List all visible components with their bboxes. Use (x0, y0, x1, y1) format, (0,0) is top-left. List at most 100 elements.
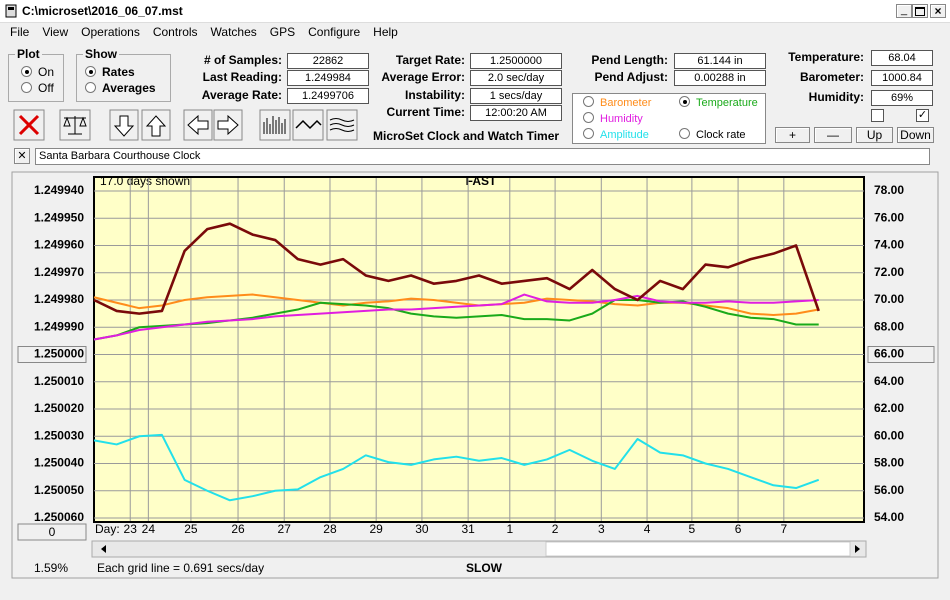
x-tick-label: 5 (689, 522, 696, 536)
percent-label: 1.59% (34, 561, 68, 575)
up-scale-button[interactable]: Up (856, 127, 893, 143)
maximize-button[interactable] (912, 4, 928, 18)
legend-item[interactable]: Barometer (583, 96, 651, 109)
radio-label: On (38, 65, 55, 79)
legend-label: Clock rate (696, 129, 746, 141)
scroll-left[interactable] (101, 545, 106, 553)
legend-label: Amplitude (600, 129, 649, 141)
legend-item[interactable]: Humidity (583, 112, 643, 125)
close-button[interactable]: × (930, 4, 946, 18)
checkbox-checked[interactable]: ✓ (916, 109, 929, 122)
x-tick-label: 1 (506, 522, 513, 536)
histogram-button[interactable] (259, 109, 291, 141)
days-shown: 17.0 days shown (100, 174, 190, 188)
plus-button[interactable]: + (775, 127, 810, 143)
x-tick-label: 28 (323, 522, 337, 536)
down-scale-button[interactable]: Down (897, 127, 934, 143)
plot-on[interactable]: On (21, 65, 54, 79)
app-label: MicroSet Clock and Watch Timer (373, 129, 560, 143)
zero-button[interactable] (17, 523, 87, 541)
plot-off[interactable]: Off (21, 81, 54, 95)
legend-radio (583, 128, 594, 139)
field-label: Current Time: (386, 105, 465, 119)
clear-name-button[interactable]: ✕ (14, 148, 30, 164)
field-value: 1.249984 (287, 70, 369, 86)
y-tick-label: 1.249940 (34, 183, 84, 197)
menu-item[interactable]: Operations (81, 25, 140, 39)
field-value: 22862 (287, 53, 369, 69)
field-label: Instability: (404, 88, 465, 102)
toolbar (13, 109, 358, 141)
y-tick-label: 1.250050 (34, 483, 84, 497)
y-tick-label: 1.250030 (34, 428, 84, 442)
x-tick-label: 4 (644, 522, 651, 536)
plot-group-title: Plot (15, 47, 42, 61)
center-rate-button[interactable] (17, 346, 87, 363)
zero-button-label: 0 (49, 525, 56, 539)
y-tick-label: 1.250060 (34, 510, 84, 524)
right-button[interactable] (213, 109, 243, 141)
menu-item[interactable]: GPS (269, 25, 296, 39)
x-tick-label: 26 (231, 522, 245, 536)
plot-group: Plot On Off (8, 47, 64, 102)
x-tick-label: 23 (124, 522, 138, 536)
menu-item[interactable]: View (42, 25, 69, 39)
x-tick-label: 24 (142, 522, 156, 536)
legend-item[interactable]: Amplitude (583, 128, 649, 141)
clock-name-input[interactable]: Santa Barbara Courthouse Clock (35, 148, 930, 165)
wave-button[interactable] (292, 109, 324, 141)
field-label: Last Reading: (202, 70, 282, 84)
menu-item[interactable]: Controls (152, 25, 198, 39)
center-value-button[interactable] (867, 346, 935, 363)
x-axis-label: Day: (95, 522, 120, 536)
y-tick-label: 1.250040 (34, 456, 84, 470)
balance-button[interactable] (59, 109, 91, 141)
minus-button[interactable]: — (814, 127, 852, 143)
field-value: 12:00:20 AM (470, 105, 562, 121)
legend-radio (583, 112, 594, 123)
series-line (93, 293, 819, 341)
y2-tick-label: 76.00 (874, 210, 904, 224)
y2-tick-label: 78.00 (874, 183, 904, 197)
y-tick-label: 1.250010 (34, 374, 84, 388)
clear-button[interactable] (13, 109, 45, 141)
y-tick-label: 1.249990 (34, 319, 84, 333)
down-button[interactable] (109, 109, 139, 141)
scrollbar-thumb[interactable] (545, 541, 851, 557)
field-value: 0.00288 in (674, 70, 766, 86)
legend-label: Humidity (600, 113, 643, 125)
checkbox[interactable] (871, 109, 884, 122)
x-tick-label: 2 (552, 522, 559, 536)
menu-item[interactable]: Configure (308, 25, 361, 39)
series-line (93, 433, 820, 502)
radio-label: Averages (102, 81, 156, 95)
field-label: Pend Adjust: (594, 70, 668, 84)
y2-tick-label: 72.00 (874, 265, 904, 279)
legend-item[interactable]: Temperature (679, 96, 758, 109)
y-tick-label: 1.250020 (34, 401, 84, 415)
field-value: 1.2500000 (470, 53, 562, 69)
window-title: C:\microset\2016_06_07.mst (22, 4, 183, 18)
legend-radio (679, 96, 690, 107)
y-tick-label: 1.249970 (34, 265, 84, 279)
scroll-right[interactable] (855, 545, 860, 553)
y2-tick-label: 62.00 (874, 401, 904, 415)
y2-tick-label: 64.00 (874, 374, 904, 388)
field-label: Average Error: (381, 70, 465, 84)
menu-item[interactable]: File (10, 25, 30, 39)
plot-area (93, 176, 865, 523)
show-rates[interactable]: Rates (85, 65, 135, 79)
show-averages[interactable]: Averages (85, 81, 156, 95)
left-button[interactable] (183, 109, 213, 141)
up-button[interactable] (141, 109, 171, 141)
legend-radio (583, 96, 594, 107)
y-tick-label: 1.249950 (34, 210, 84, 224)
slow-label: SLOW (466, 561, 503, 575)
y2-tick-label: 68.00 (874, 319, 904, 333)
menu-item[interactable]: Help (373, 25, 398, 39)
minimize-button[interactable]: _ (896, 4, 912, 18)
legend-item[interactable]: Clock rate (679, 128, 746, 141)
menu-item[interactable]: Watches (210, 25, 257, 39)
lines-button[interactable] (326, 109, 358, 141)
